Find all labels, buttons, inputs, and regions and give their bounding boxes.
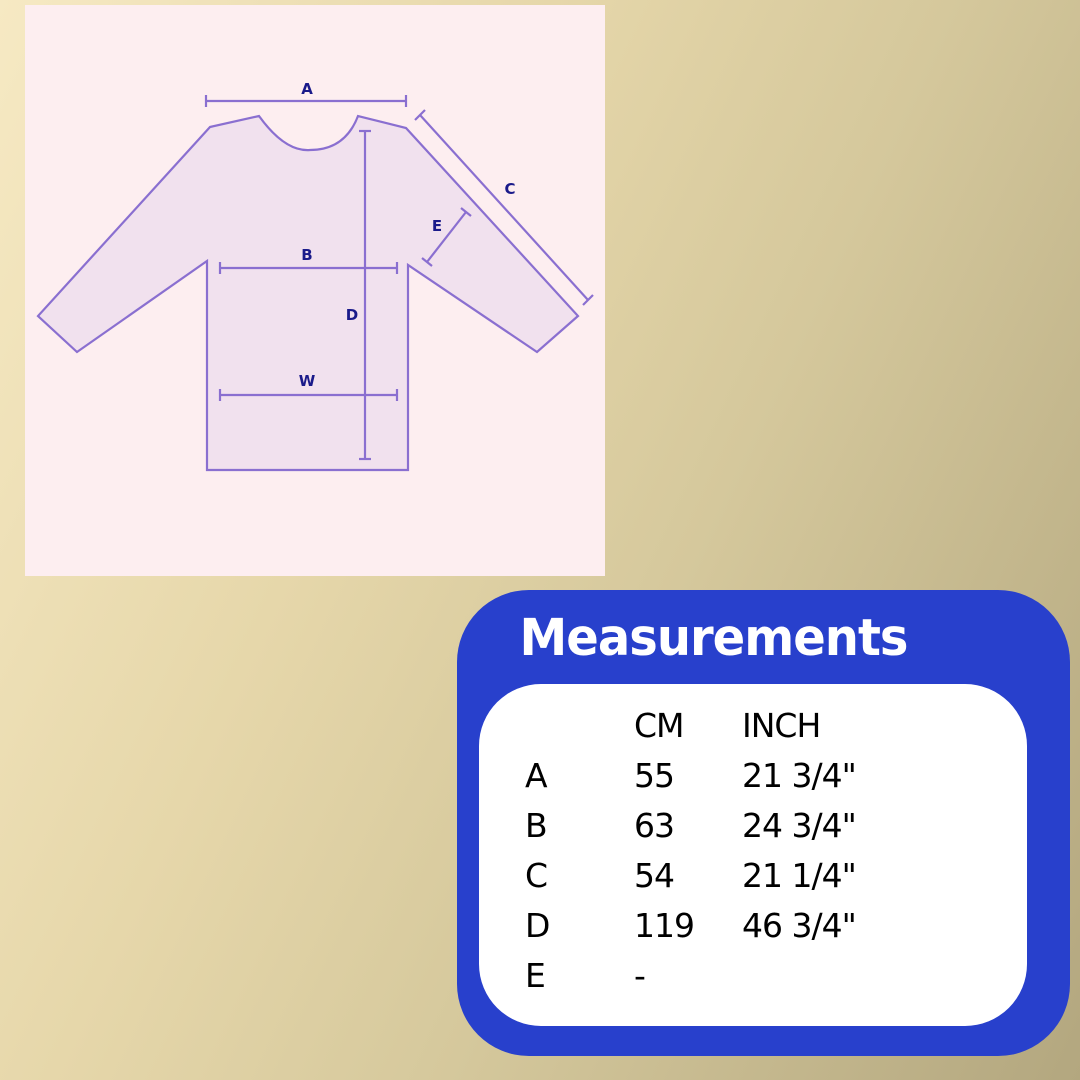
measurements-table: CM INCH A 55 21 3/4" B 63 24 3/4" C 54 21 1/4" D 1… — [479, 684, 1027, 1026]
measurements-card: Measurements CM INCH A 55 21 3/4" B 63 24 3/4… — [457, 590, 1070, 1056]
measure-d — [359, 129, 371, 461]
measure-c — [414, 109, 594, 306]
measure-a — [204, 95, 408, 107]
row-cm: 119 — [634, 906, 695, 945]
row-label: B — [525, 806, 548, 845]
measure-b — [218, 262, 399, 274]
row-inch: 24 3/4" — [742, 806, 857, 845]
label-d: D — [346, 306, 358, 324]
row-cm: - — [634, 956, 646, 995]
measure-w — [218, 389, 399, 401]
row-label: C — [525, 856, 548, 895]
row-inch: 46 3/4" — [742, 906, 857, 945]
label-c: C — [504, 180, 515, 198]
header-cm: CM — [634, 706, 685, 745]
row-label: A — [525, 756, 548, 795]
row-inch: 21 3/4" — [742, 756, 857, 795]
label-a: A — [301, 80, 313, 98]
measure-e — [421, 207, 472, 267]
label-b: B — [301, 246, 312, 264]
row-cm: 55 — [634, 756, 675, 795]
measurements-title: Measurements — [519, 608, 909, 668]
row-inch: 21 1/4" — [742, 856, 857, 895]
row-cm: 54 — [634, 856, 675, 895]
row-label: E — [525, 956, 546, 995]
header-inch: INCH — [742, 706, 821, 745]
label-w: W — [299, 372, 316, 390]
sweater-outline — [36, 114, 580, 472]
row-cm: 63 — [634, 806, 675, 845]
label-e: E — [432, 217, 442, 235]
row-label: D — [525, 906, 550, 945]
